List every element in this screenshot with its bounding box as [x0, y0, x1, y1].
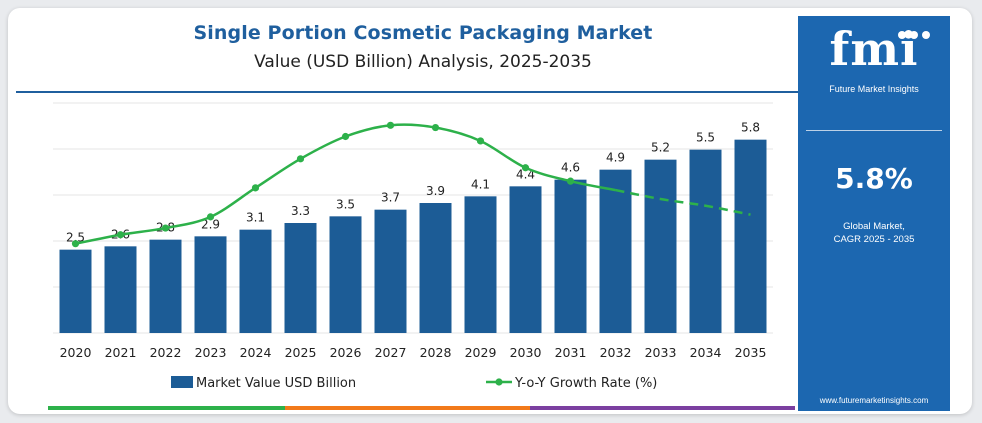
cagr-label-line1: Global Market,	[843, 221, 905, 232]
bottom-accent-orange	[285, 406, 530, 410]
fmi-logo: fmi	[829, 22, 919, 76]
bar-2028	[419, 203, 452, 333]
legend-line-marker	[495, 378, 503, 386]
bar-label-2026: 3.5	[336, 197, 355, 211]
bottom-accent-purple	[530, 406, 795, 410]
bar-label-2032: 4.9	[606, 151, 625, 165]
x-axis-labels: 2020 2021 2022 2023 2024 2025 2026 2027 2028 2029…	[60, 345, 767, 360]
bar-2035	[734, 139, 767, 333]
growth-point-2027	[386, 121, 395, 129]
cagr-label-line2: CAGR 2025 - 2035	[833, 234, 915, 245]
growth-point-2024	[251, 184, 260, 192]
chart-plot: 2.52.62.82.93.13.33.53.73.94.14.44.64.95…	[53, 102, 773, 391]
growth-point-2029	[476, 137, 485, 145]
growth-point-2020	[71, 240, 80, 248]
growth-line-series	[71, 121, 751, 248]
bar-label-2020: 2.5	[66, 231, 85, 245]
website-link[interactable]: www.futuremarketinsights.com	[819, 396, 929, 405]
chart-subtitle: Value (USD Billion) Analysis, 2025-2035	[254, 52, 592, 72]
bar-2020	[59, 249, 92, 333]
x-tick-2035: 2035	[735, 345, 767, 360]
bar-2031	[554, 179, 587, 333]
bar-value-labels: 2.52.62.82.93.13.33.53.73.94.14.44.64.95…	[66, 121, 760, 245]
x-tick-2026: 2026	[330, 345, 362, 360]
growth-point-2026	[341, 132, 350, 141]
legend-bar-label: Market Value USD Billion	[196, 376, 356, 391]
legend: Market Value USD Billion Y-o-Y Growth Rat…	[171, 376, 657, 391]
growth-point-2031	[566, 177, 575, 185]
bar-label-2035: 5.8	[741, 121, 760, 135]
growth-point-2022	[161, 224, 170, 232]
x-tick-2020: 2020	[60, 345, 92, 360]
x-tick-2031: 2031	[555, 345, 587, 360]
chart-title: Single Portion Cosmetic Packaging Market	[193, 22, 653, 44]
cagr-value: 5.8%	[835, 162, 913, 195]
bar-2027	[374, 209, 407, 333]
bar-label-2029: 4.1	[471, 177, 490, 191]
sidebar-divider	[806, 130, 942, 131]
bar-label-2025: 3.3	[291, 204, 310, 218]
x-tick-2032: 2032	[600, 345, 632, 360]
bar-label-2023: 2.9	[201, 217, 220, 231]
bar-label-2024: 3.1	[246, 211, 265, 225]
x-tick-2025: 2025	[285, 345, 317, 360]
growth-line-dashed	[615, 188, 751, 216]
bar-series	[59, 139, 767, 333]
bar-2024	[239, 229, 272, 333]
bar-label-2028: 3.9	[426, 184, 445, 198]
cagr-label: Global Market, CAGR 2025 - 2035	[798, 220, 950, 246]
x-tick-2029: 2029	[465, 345, 497, 360]
bar-2023	[194, 236, 227, 333]
bar-2033	[644, 159, 677, 333]
bar-label-2031: 4.6	[561, 161, 580, 175]
bar-label-2027: 3.7	[381, 191, 400, 205]
bar-label-2033: 5.2	[651, 141, 670, 155]
x-tick-2030: 2030	[510, 345, 542, 360]
x-tick-2028: 2028	[420, 345, 452, 360]
sidebar-panel: fmi Future Market Insights 5.8% Global M…	[798, 16, 950, 411]
bar-2021	[104, 246, 137, 333]
x-tick-2034: 2034	[690, 345, 722, 360]
bar-2030	[509, 186, 542, 333]
logo-subtitle: Future Market Insights	[829, 84, 919, 94]
x-tick-2027: 2027	[375, 345, 407, 360]
bar-2026	[329, 216, 362, 333]
growth-point-2023	[206, 213, 215, 221]
x-tick-2023: 2023	[195, 345, 227, 360]
growth-point-2030	[521, 164, 530, 172]
growth-point-2021	[116, 231, 125, 239]
x-tick-2021: 2021	[105, 345, 137, 360]
bar-2029	[464, 196, 497, 333]
growth-point-2028	[431, 123, 440, 132]
bar-2034	[689, 149, 722, 333]
chart-card: Single Portion Cosmetic Packaging Market…	[8, 8, 972, 414]
x-tick-2033: 2033	[645, 345, 677, 360]
logo-dots-icon	[898, 24, 938, 39]
x-tick-2022: 2022	[150, 345, 182, 360]
bar-2022	[149, 239, 182, 333]
growth-point-2025	[296, 155, 305, 163]
legend-bar-swatch	[171, 376, 193, 388]
bar-2032	[599, 169, 632, 333]
bar-2025	[284, 223, 317, 333]
bottom-accent-green	[48, 406, 285, 410]
title-divider	[16, 91, 798, 93]
bar-label-2034: 5.5	[696, 131, 715, 145]
x-tick-2024: 2024	[240, 345, 272, 360]
legend-line-label: Y-o-Y Growth Rate (%)	[514, 376, 657, 391]
